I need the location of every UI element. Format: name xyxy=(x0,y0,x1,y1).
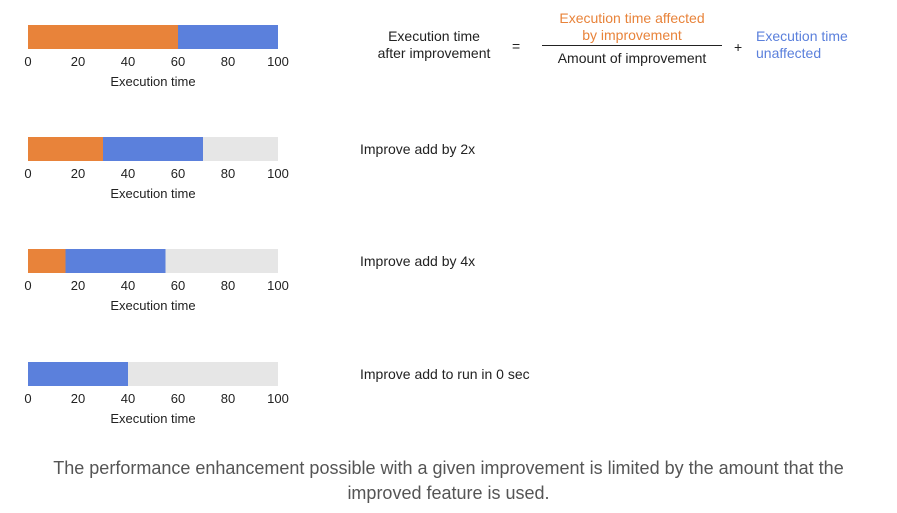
x-tick-label: 20 xyxy=(71,391,85,406)
chart-improve-zero: 0 20 40 60 80 100 Execution time xyxy=(16,359,306,431)
formula-lhs-line2: after improvement xyxy=(377,45,491,61)
x-tick-label: 0 xyxy=(24,391,31,406)
x-tick-label: 100 xyxy=(267,278,289,293)
formula-numerator: Execution time affected by improvement xyxy=(542,10,722,44)
x-axis-title: Execution time xyxy=(110,74,195,89)
bar-segment-unaffected xyxy=(28,362,128,386)
x-tick-label: 60 xyxy=(171,278,185,293)
formula-unaffected-line1: Execution time xyxy=(756,28,848,44)
formula-fraction-bar xyxy=(542,45,722,46)
x-tick-label: 80 xyxy=(221,391,235,406)
formula-unaffected-line2: unaffected xyxy=(756,45,822,61)
chart-svg: 0 20 40 60 80 100 Execution time xyxy=(24,249,289,313)
x-tick-label: 60 xyxy=(171,166,185,181)
formula-lhs-line1: Execution time xyxy=(388,28,480,44)
chart-improve-4x: 0 20 40 60 80 100 Execution time xyxy=(16,246,306,318)
formula: Execution time after improvement = Execu… xyxy=(360,8,880,78)
bar-segment-unaffected xyxy=(65,249,166,273)
x-tick-label: 100 xyxy=(267,54,289,69)
formula-plus-sign: + xyxy=(734,39,743,55)
chart-improve-2x: 0 20 40 60 80 100 Execution time xyxy=(16,134,306,206)
formula-denominator: Amount of improvement xyxy=(557,50,707,66)
x-tick-label: 40 xyxy=(121,278,135,293)
bar-segment-saved xyxy=(165,249,278,273)
chart-baseline: 0 20 40 60 80 100 Execution time xyxy=(16,22,306,94)
footer-caption: The performance enhancement possible wit… xyxy=(53,458,844,503)
x-axis-title: Execution time xyxy=(110,298,195,313)
bar-segment-saved xyxy=(128,362,278,386)
x-tick-label: 80 xyxy=(221,278,235,293)
bar-segment-affected xyxy=(28,25,178,49)
formula-equals-sign: = xyxy=(512,38,521,54)
x-tick-label: 20 xyxy=(71,54,85,69)
bar-segment-saved xyxy=(203,137,278,161)
caption-improve-4x: Improve add by 4x xyxy=(360,253,476,269)
x-tick-label: 20 xyxy=(71,278,85,293)
bar-segment-affected xyxy=(28,249,66,273)
bar-segment-affected xyxy=(28,137,103,161)
x-tick-label: 20 xyxy=(71,166,85,181)
chart-svg: 0 20 40 60 80 100 Execution time xyxy=(24,25,289,89)
caption-improve-2x: Improve add by 2x xyxy=(360,141,476,157)
x-tick-label: 60 xyxy=(171,391,185,406)
x-tick-label: 40 xyxy=(121,54,135,69)
x-tick-label: 0 xyxy=(24,54,31,69)
x-tick-label: 80 xyxy=(221,54,235,69)
x-tick-label: 100 xyxy=(267,166,289,181)
formula-numerator-line1: Execution time affected xyxy=(559,10,705,26)
x-tick-label: 40 xyxy=(121,391,135,406)
x-tick-label: 60 xyxy=(171,54,185,69)
x-tick-label: 0 xyxy=(24,166,31,181)
x-tick-label: 0 xyxy=(24,278,31,293)
bar-segment-unaffected xyxy=(103,137,203,161)
formula-unaffected: Execution time unaffected xyxy=(756,28,848,62)
x-tick-label: 80 xyxy=(221,166,235,181)
x-axis-title: Execution time xyxy=(110,186,195,201)
chart-svg: 0 20 40 60 80 100 Execution time xyxy=(24,137,289,201)
x-axis-title: Execution time xyxy=(110,411,195,426)
caption-improve-zero: Improve add to run in 0 sec xyxy=(360,366,530,382)
formula-numerator-line2: by improvement xyxy=(582,27,682,43)
x-tick-label: 100 xyxy=(267,391,289,406)
bar-segment-unaffected xyxy=(178,25,278,49)
chart-svg: 0 20 40 60 80 100 Execution time xyxy=(24,362,289,426)
formula-lhs: Execution time after improvement xyxy=(360,28,508,62)
x-tick-label: 40 xyxy=(121,166,135,181)
